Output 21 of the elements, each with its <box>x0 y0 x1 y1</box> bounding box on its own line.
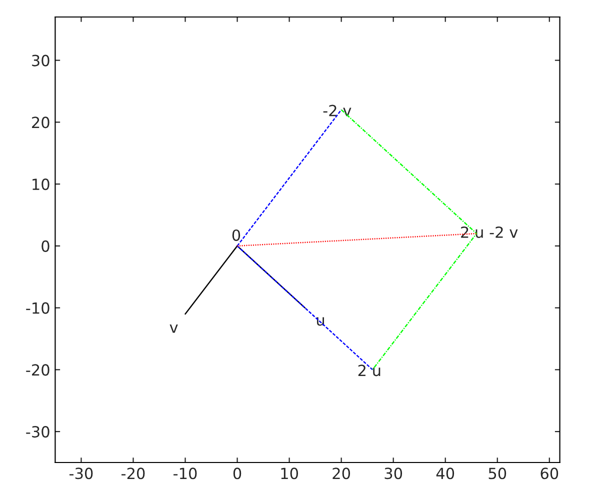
x-tick-label: -10 <box>174 468 197 480</box>
y-tick-label: -30 <box>26 426 50 438</box>
x-tick-label: 10 <box>281 468 298 480</box>
y-tick-label: 0 <box>42 240 50 252</box>
x-tick-label: 50 <box>488 468 506 480</box>
annotation: 2 u -2 v <box>461 226 518 238</box>
y-tick-label: 10 <box>32 178 50 190</box>
y-tick-label: 30 <box>32 54 50 66</box>
x-tick-label: 40 <box>436 468 454 480</box>
y-tick-label: 20 <box>32 116 50 128</box>
annotation: 2 u <box>358 364 380 376</box>
x-tick-label: 60 <box>540 468 558 480</box>
annotation: v <box>170 324 178 333</box>
x-tick-label: 30 <box>384 468 402 480</box>
x-tick-label: 0 <box>233 468 242 480</box>
x-tick-label: -30 <box>69 468 93 480</box>
y-tick-label: -20 <box>26 364 50 376</box>
y-tick-label: -10 <box>26 302 50 314</box>
x-tick-label: -20 <box>122 468 145 480</box>
annotation: 0 <box>232 229 240 241</box>
x-tick-label: 20 <box>332 468 350 480</box>
